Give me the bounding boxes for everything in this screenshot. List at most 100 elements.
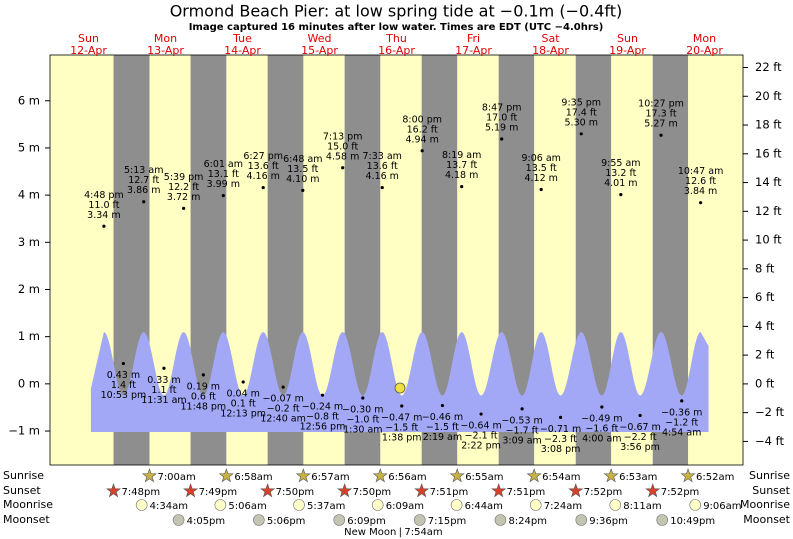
- event-icon: [645, 483, 661, 498]
- tide-label: −0.67 m: [619, 422, 660, 433]
- tide-label: −1.2 ft: [665, 417, 698, 428]
- tide-label: −0.8 ft: [306, 412, 339, 423]
- tide-label: 9:35 pm: [561, 97, 601, 108]
- event-time: 6:57am: [311, 472, 349, 483]
- moon-phase: New Moon: [344, 527, 396, 538]
- event-icon: [491, 483, 507, 498]
- tide-point: [162, 366, 166, 370]
- tide-label: 12:56 pm: [300, 422, 346, 433]
- tide-label: 12.2 ft: [168, 182, 199, 193]
- tide-label: −0.49 m: [581, 413, 622, 424]
- tide-point: [380, 185, 384, 190]
- tide-label: 1.1 ft: [151, 385, 176, 396]
- event-icon: [214, 499, 227, 511]
- row-label: Sunset: [3, 484, 41, 497]
- event-icon: [526, 468, 542, 483]
- event-icon: [135, 499, 148, 511]
- tide-point: [479, 412, 483, 416]
- event-icon: [529, 499, 542, 511]
- row-label: Sunrise: [3, 469, 44, 482]
- separator: |: [399, 527, 402, 538]
- tide-point: [460, 185, 464, 189]
- tide-label: 3:56 pm: [620, 442, 660, 453]
- tide-label: 4:48 pm: [84, 190, 124, 201]
- event-time: 7:52pm: [584, 487, 623, 498]
- tide-label: 10:53 pm: [101, 390, 147, 401]
- event-time: 7:24am: [544, 501, 582, 512]
- event-icon: [449, 468, 465, 483]
- event-icon: [603, 468, 619, 483]
- tide-point: [281, 385, 285, 389]
- tide-label: 5.19 m: [485, 122, 518, 133]
- event-time: 7:00am: [157, 472, 195, 483]
- day-date: 16-Apr: [378, 44, 415, 57]
- y2-tick-label: 18 ft: [755, 118, 782, 132]
- tide-point: [361, 396, 365, 400]
- day-name: Fri: [467, 32, 480, 45]
- tide-label: 12:13 pm: [220, 408, 266, 419]
- tide-label: 11:48 pm: [181, 401, 227, 412]
- day-name: Mon: [154, 32, 177, 45]
- tide-label: 5.27 m: [644, 119, 677, 130]
- y-tick-label: 6 m: [18, 93, 40, 107]
- y2-tick-label: 12 ft: [755, 204, 782, 218]
- tide-label: 13.5 ft: [287, 164, 318, 175]
- tide-point: [320, 393, 325, 397]
- y-tick-label: 1 m: [18, 329, 40, 343]
- tide-point: [600, 405, 604, 409]
- tide-point: [182, 206, 186, 210]
- tide-point: [579, 132, 583, 136]
- day-date: 12-Apr: [70, 44, 107, 57]
- tide-point: [680, 399, 684, 403]
- tide-label: 4:54 am: [662, 427, 701, 438]
- tide-label: 1:38 pm: [382, 433, 422, 444]
- day-date: 17-Apr: [455, 44, 492, 57]
- y-tick-label: 0 m: [18, 376, 40, 390]
- chart-title: Ormond Beach Pier: at low spring tide at…: [170, 2, 623, 21]
- tide-point: [221, 193, 225, 198]
- event-time: 4:34am: [150, 501, 188, 512]
- day-name: Tue: [232, 32, 252, 45]
- moon-phase-time: 7:54am: [404, 527, 442, 538]
- day-name: Sun: [78, 32, 99, 45]
- event-time: 6:52am: [696, 472, 734, 483]
- tide-point: [241, 380, 245, 384]
- y2-tick-label: −2 ft: [755, 405, 784, 419]
- event-icon: [656, 514, 669, 526]
- event-time: 7:51pm: [430, 487, 469, 498]
- tide-label: −1.6 ft: [585, 423, 618, 434]
- event-time: 4:05pm: [187, 516, 226, 527]
- tide-point: [400, 404, 404, 408]
- tide-label: −0.64 m: [460, 421, 501, 432]
- y-tick-label: −1 m: [8, 424, 40, 438]
- tide-label: 3.86 m: [127, 185, 160, 196]
- event-icon: [372, 468, 388, 483]
- event-time: 6:54am: [542, 472, 580, 483]
- tide-label: 2:22 pm: [461, 441, 501, 452]
- event-icon: [183, 483, 199, 498]
- tide-label: 5:39 pm: [164, 172, 204, 183]
- tide-label: 9:06 am: [521, 153, 560, 164]
- y2-tick-label: 2 ft: [755, 348, 775, 362]
- current-marker: [394, 382, 406, 394]
- tide-label: −1.5 ft: [385, 423, 418, 434]
- tide-label: 13.2 ft: [605, 168, 636, 179]
- tide-label: 9:55 am: [601, 158, 640, 169]
- tide-point: [301, 188, 305, 193]
- day-date: 13-Apr: [147, 44, 184, 57]
- y2-tick-label: −4 ft: [755, 434, 784, 448]
- tide-label: 7:13 pm: [323, 131, 363, 142]
- tide-label: −1.7 ft: [506, 425, 539, 436]
- event-time: 6:55am: [465, 472, 503, 483]
- tide-label: −1.0 ft: [346, 415, 379, 426]
- day-date: 18-Apr: [532, 44, 569, 57]
- event-time: 9:06am: [703, 501, 741, 512]
- tide-label: 13.6 ft: [367, 161, 398, 172]
- tide-label: 0.33 m: [147, 375, 180, 386]
- tide-label: 4.16 m: [366, 171, 399, 182]
- event-icon: [413, 514, 426, 526]
- event-time: 7:51pm: [507, 487, 546, 498]
- day-name: Wed: [308, 32, 332, 45]
- event-icon: [680, 468, 696, 483]
